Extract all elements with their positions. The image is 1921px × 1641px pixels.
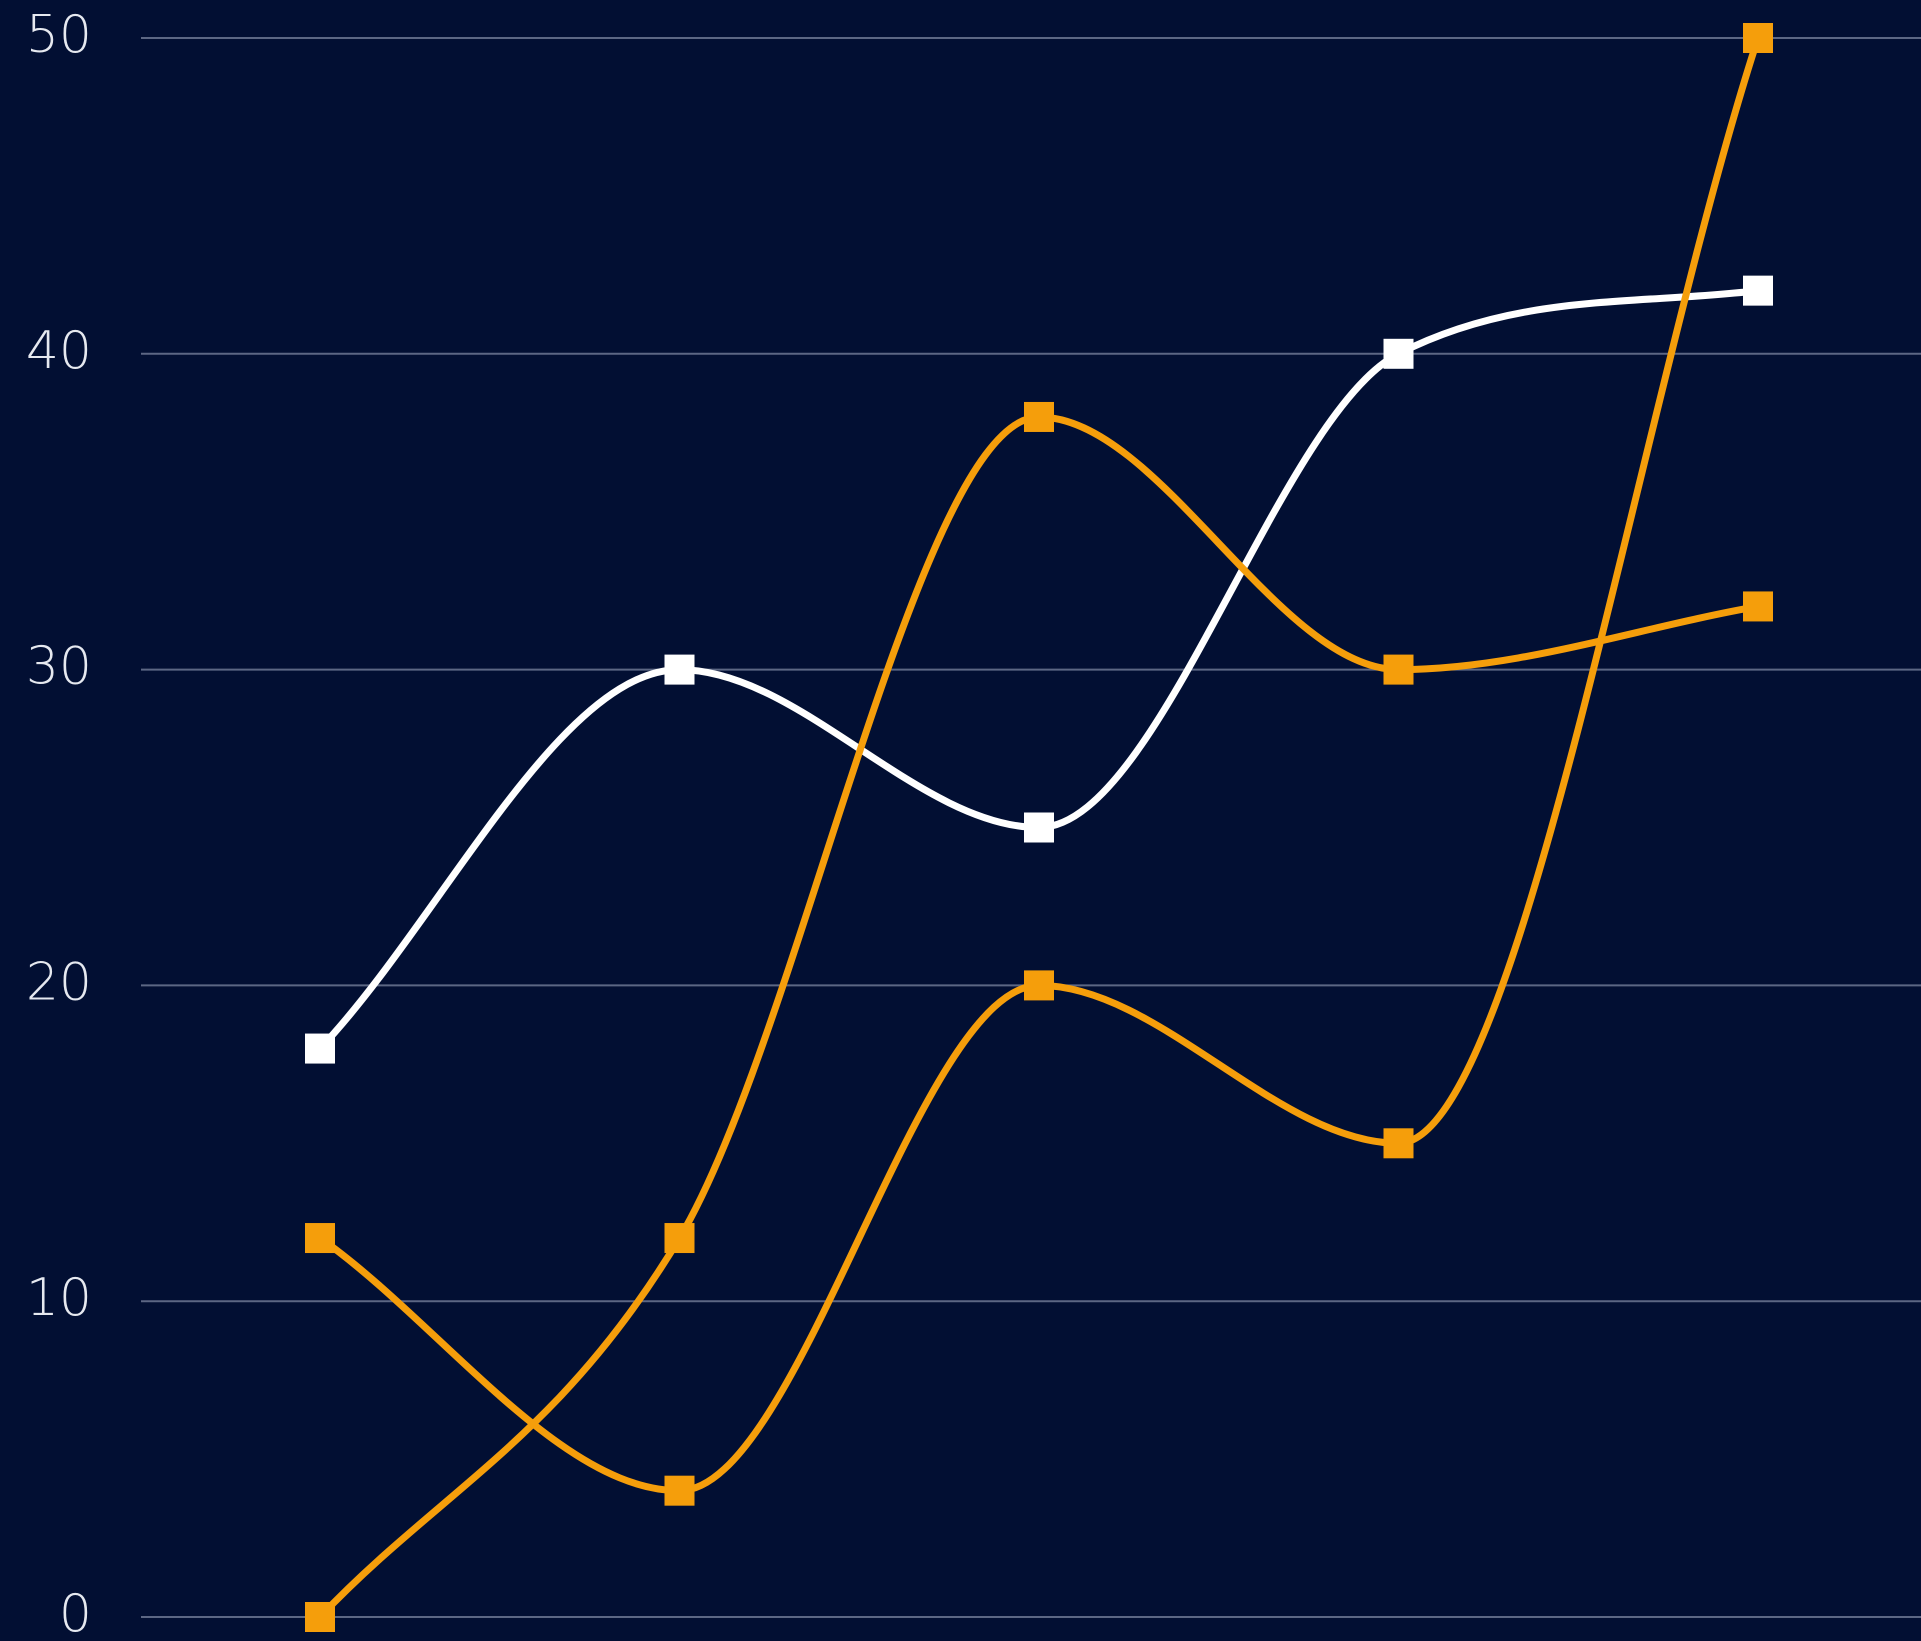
point-marker — [1024, 812, 1054, 843]
point-marker — [664, 1475, 695, 1506]
point-marker — [1743, 591, 1773, 622]
y-tick-label: 40 — [26, 321, 92, 381]
point-marker — [1383, 338, 1414, 369]
point-marker — [305, 1033, 335, 1064]
point-marker — [1024, 970, 1054, 1001]
point-marker — [1743, 23, 1773, 53]
y-tick-label: 50 — [26, 5, 92, 65]
y-tick-label: 20 — [26, 952, 92, 1012]
y-tick-label: 10 — [26, 1268, 92, 1328]
point-marker — [1383, 654, 1414, 685]
point-marker — [305, 1223, 335, 1254]
point-marker — [1024, 401, 1054, 432]
y-tick-label: 0 — [59, 1584, 92, 1641]
line — [317, 36, 1762, 1495]
point-marker — [664, 1223, 695, 1254]
y-tick-label: 30 — [26, 637, 92, 697]
point-marker — [1743, 275, 1773, 306]
line — [317, 413, 1759, 1620]
point-marker — [305, 1602, 335, 1632]
point-marker — [664, 654, 695, 685]
point-marker — [1383, 1128, 1414, 1159]
